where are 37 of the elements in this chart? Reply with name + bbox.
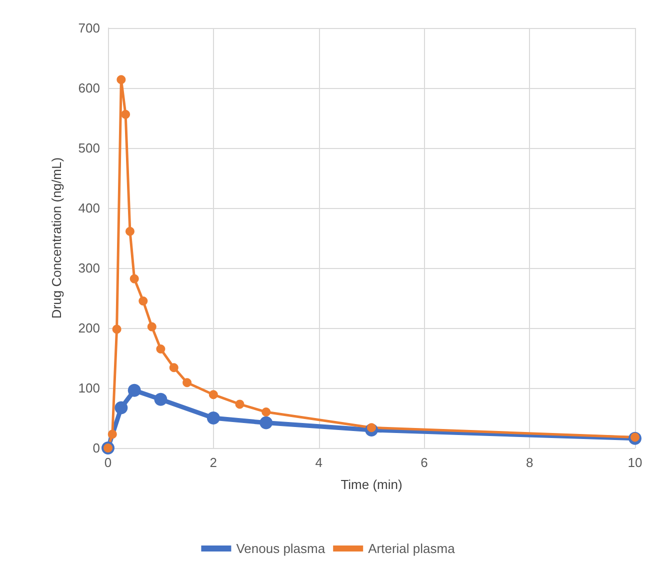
point xyxy=(128,384,141,397)
y-tick-label: 600 xyxy=(78,80,100,96)
y-tick-label: 0 xyxy=(92,440,100,456)
legend-label: Arterial plasma xyxy=(368,541,456,556)
point xyxy=(182,378,192,388)
x-axis-title: Time (min) xyxy=(340,477,402,492)
point xyxy=(169,363,178,372)
point xyxy=(114,401,128,414)
y-tick-label: 300 xyxy=(78,260,100,276)
x-tick-label: 2 xyxy=(210,455,218,470)
point xyxy=(156,344,166,354)
point xyxy=(112,324,122,334)
x-tick-label: 6 xyxy=(420,455,428,470)
point xyxy=(147,322,156,332)
y-tick-label: 400 xyxy=(78,200,100,216)
point xyxy=(208,390,218,400)
x-tick-label: 0 xyxy=(104,455,112,470)
legend-label: Venous plasma xyxy=(236,541,326,556)
y-tick-label: 200 xyxy=(78,320,100,336)
point xyxy=(130,274,139,284)
x-tick-label: 8 xyxy=(526,455,534,470)
point xyxy=(262,408,271,416)
point xyxy=(116,75,126,84)
x-tick-label: 4 xyxy=(315,455,322,470)
y-tick-label: 500 xyxy=(78,140,100,156)
point xyxy=(260,416,273,430)
point xyxy=(108,430,117,439)
point xyxy=(121,110,130,119)
point xyxy=(125,226,134,236)
y-tick-label: 700 xyxy=(78,20,100,36)
y-tick-label: 100 xyxy=(78,380,100,396)
point xyxy=(206,412,220,424)
x-tick-label: 10 xyxy=(628,455,642,470)
y-axis-title: Drug Concentration (ng/mL) xyxy=(49,157,64,319)
point xyxy=(235,400,244,409)
point xyxy=(138,296,148,306)
point xyxy=(154,392,168,406)
